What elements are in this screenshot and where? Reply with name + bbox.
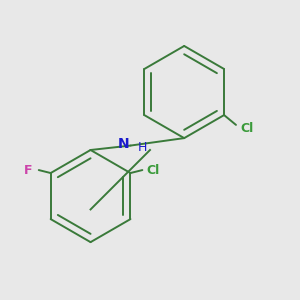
Text: N: N bbox=[117, 137, 129, 151]
Text: Cl: Cl bbox=[147, 164, 160, 177]
Text: Cl: Cl bbox=[240, 122, 254, 135]
Text: H: H bbox=[138, 140, 147, 154]
Text: F: F bbox=[24, 164, 33, 177]
